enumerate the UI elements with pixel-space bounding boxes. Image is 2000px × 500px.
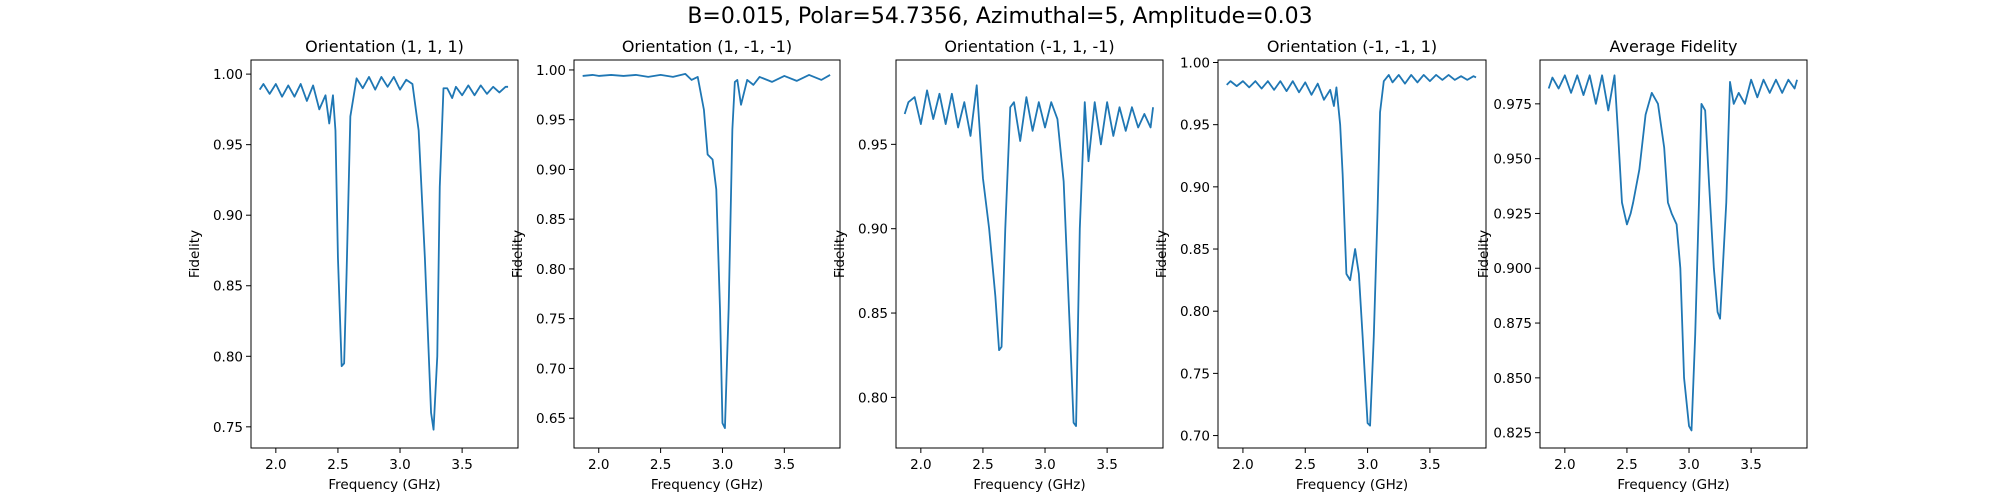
y-axis-label: Fidelity: [832, 230, 848, 278]
x-tick-label: 3.0: [1357, 457, 1378, 473]
axes-frame-panel-3: [895, 59, 1164, 449]
y-tick-label: 0.80: [1180, 304, 1210, 320]
x-tick-label: 3.0: [712, 457, 733, 473]
x-axis-label: Frequency (GHz): [1296, 477, 1408, 493]
x-tick-label: 2.0: [588, 457, 609, 473]
y-tick-label: 0.65: [536, 411, 566, 427]
series-line-panel-3: [903, 84, 1154, 427]
x-tick-label: 2.0: [1554, 457, 1575, 473]
y-tick-label: 0.900: [1493, 261, 1532, 277]
x-tick-label: 2.5: [1616, 457, 1637, 473]
y-tick-label: 0.75: [536, 312, 566, 328]
x-axis-label: Frequency (GHz): [651, 477, 763, 493]
x-tick-label: 2.5: [327, 457, 348, 473]
y-axis-label: Fidelity: [510, 230, 526, 278]
y-tick-label: 0.70: [536, 361, 566, 377]
x-tick-label: 2.5: [650, 457, 671, 473]
panel-title: Orientation (-1, 1, -1): [944, 37, 1114, 56]
y-tick-label: 0.90: [858, 222, 888, 238]
y-axis-label: Fidelity: [187, 230, 203, 278]
series-line-panel-4: [1226, 74, 1477, 427]
y-tick-label: 0.70: [1180, 429, 1210, 445]
x-axis-label: Frequency (GHz): [973, 477, 1085, 493]
y-tick-label: 1.00: [1180, 55, 1210, 71]
x-tick-label: 2.5: [1295, 457, 1316, 473]
x-tick-label: 2.0: [265, 457, 286, 473]
y-tick-label: 0.875: [1493, 316, 1532, 332]
x-tick-label: 3.0: [389, 457, 410, 473]
y-tick-label: 0.85: [536, 212, 566, 228]
axes-frame-panel-1: [250, 59, 519, 449]
y-tick-label: 0.85: [213, 279, 243, 295]
panel-title: Orientation (-1, -1, 1): [1267, 37, 1437, 56]
x-tick-label: 3.5: [1419, 457, 1440, 473]
x-tick-label: 3.0: [1678, 457, 1699, 473]
y-tick-label: 0.975: [1493, 97, 1532, 113]
y-tick-label: 0.80: [858, 390, 888, 406]
y-tick-label: 0.825: [1493, 426, 1532, 442]
y-tick-label: 0.90: [536, 162, 566, 178]
panel-title: Orientation (1, -1, -1): [622, 37, 792, 56]
x-tick-label: 3.5: [1096, 457, 1117, 473]
axes-frame-panel-4: [1217, 59, 1487, 449]
series-line-panel-5: [1547, 74, 1798, 432]
y-tick-label: 0.95: [536, 113, 566, 129]
figure-suptitle: B=0.015, Polar=54.7356, Azimuthal=5, Amp…: [687, 4, 1313, 29]
y-tick-label: 1.00: [536, 63, 566, 79]
y-tick-label: 0.90: [213, 208, 243, 224]
y-tick-label: 0.95: [1180, 118, 1210, 134]
x-axis-label: Frequency (GHz): [328, 477, 440, 493]
y-axis-label: Fidelity: [1154, 230, 1170, 278]
x-tick-label: 2.0: [910, 457, 931, 473]
y-tick-label: 0.85: [858, 306, 888, 322]
x-axis-label: Frequency (GHz): [1617, 477, 1729, 493]
y-tick-label: 1.00: [213, 67, 243, 83]
y-tick-label: 0.75: [213, 420, 243, 436]
y-axis-label: Fidelity: [1476, 230, 1492, 278]
series-line-panel-1: [258, 76, 509, 431]
x-tick-label: 3.5: [1740, 457, 1761, 473]
y-tick-label: 0.80: [536, 262, 566, 278]
x-tick-label: 2.5: [972, 457, 993, 473]
y-tick-label: 0.80: [213, 349, 243, 365]
x-tick-label: 3.5: [774, 457, 795, 473]
axes-frame-panel-2: [573, 59, 841, 449]
x-tick-label: 3.0: [1034, 457, 1055, 473]
y-tick-label: 0.950: [1493, 152, 1532, 168]
y-tick-label: 0.95: [213, 138, 243, 154]
y-tick-label: 0.85: [1180, 242, 1210, 258]
y-tick-label: 0.75: [1180, 366, 1210, 382]
y-tick-label: 0.95: [858, 137, 888, 153]
y-tick-label: 0.850: [1493, 371, 1532, 387]
panel-title: Orientation (1, 1, 1): [305, 37, 464, 56]
series-line-panel-2: [582, 73, 831, 430]
y-tick-label: 0.925: [1493, 206, 1532, 222]
axes-frame-panel-5: [1539, 59, 1808, 449]
panel-title: Average Fidelity: [1610, 37, 1738, 56]
x-tick-label: 3.5: [451, 457, 472, 473]
x-tick-label: 2.0: [1232, 457, 1253, 473]
y-tick-label: 0.90: [1180, 180, 1210, 196]
